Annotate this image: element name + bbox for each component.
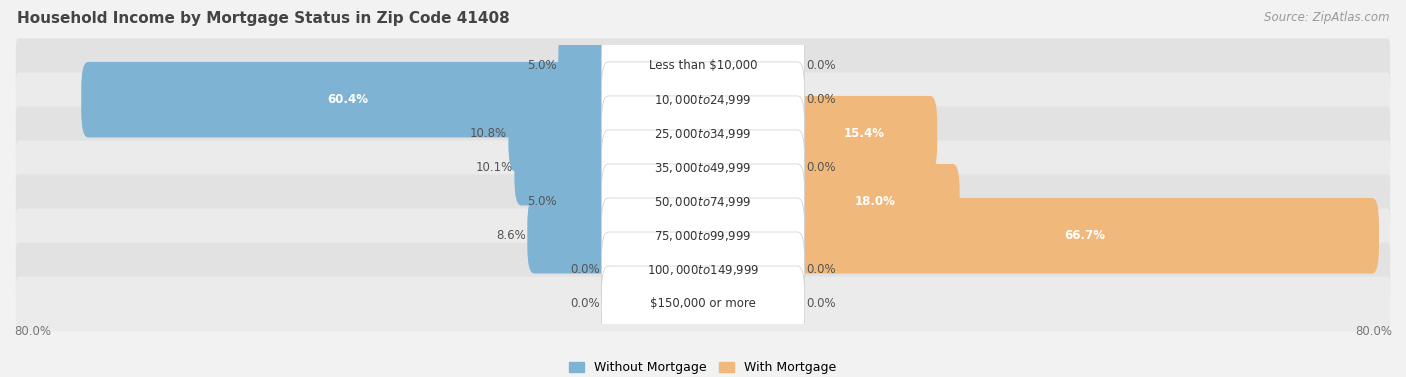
FancyBboxPatch shape xyxy=(602,232,804,308)
FancyBboxPatch shape xyxy=(82,62,616,138)
Legend: Without Mortgage, With Mortgage: Without Mortgage, With Mortgage xyxy=(564,356,842,377)
FancyBboxPatch shape xyxy=(602,130,804,205)
Text: $10,000 to $24,999: $10,000 to $24,999 xyxy=(654,93,752,107)
Text: 0.0%: 0.0% xyxy=(807,93,837,106)
Text: 10.1%: 10.1% xyxy=(475,161,513,174)
FancyBboxPatch shape xyxy=(15,175,1391,229)
FancyBboxPatch shape xyxy=(15,242,1391,297)
Text: 0.0%: 0.0% xyxy=(569,263,599,276)
Text: 15.4%: 15.4% xyxy=(844,127,884,140)
Text: 0.0%: 0.0% xyxy=(807,297,837,310)
Text: 5.0%: 5.0% xyxy=(527,59,557,72)
FancyBboxPatch shape xyxy=(15,38,1391,93)
Text: 0.0%: 0.0% xyxy=(807,59,837,72)
Text: 8.6%: 8.6% xyxy=(496,229,526,242)
FancyBboxPatch shape xyxy=(15,277,1391,331)
FancyBboxPatch shape xyxy=(15,208,1391,263)
Text: 10.8%: 10.8% xyxy=(470,127,506,140)
FancyBboxPatch shape xyxy=(602,266,804,342)
Text: 5.0%: 5.0% xyxy=(527,195,557,208)
Text: $25,000 to $34,999: $25,000 to $34,999 xyxy=(654,127,752,141)
Text: 66.7%: 66.7% xyxy=(1064,229,1105,242)
FancyBboxPatch shape xyxy=(558,28,616,103)
Text: 80.0%: 80.0% xyxy=(1355,325,1392,338)
Text: Source: ZipAtlas.com: Source: ZipAtlas.com xyxy=(1264,11,1389,24)
FancyBboxPatch shape xyxy=(790,164,960,239)
Text: 0.0%: 0.0% xyxy=(807,263,837,276)
Text: Less than $10,000: Less than $10,000 xyxy=(648,59,758,72)
FancyBboxPatch shape xyxy=(15,106,1391,161)
FancyBboxPatch shape xyxy=(509,96,616,172)
Text: 0.0%: 0.0% xyxy=(807,161,837,174)
FancyBboxPatch shape xyxy=(790,198,1379,274)
Text: 18.0%: 18.0% xyxy=(855,195,896,208)
FancyBboxPatch shape xyxy=(602,164,804,239)
FancyBboxPatch shape xyxy=(602,198,804,274)
FancyBboxPatch shape xyxy=(558,164,616,239)
Text: Household Income by Mortgage Status in Zip Code 41408: Household Income by Mortgage Status in Z… xyxy=(17,11,509,26)
FancyBboxPatch shape xyxy=(515,130,616,205)
Text: 0.0%: 0.0% xyxy=(569,297,599,310)
Text: $35,000 to $49,999: $35,000 to $49,999 xyxy=(654,161,752,175)
FancyBboxPatch shape xyxy=(15,141,1391,195)
Text: $50,000 to $74,999: $50,000 to $74,999 xyxy=(654,195,752,209)
Text: 60.4%: 60.4% xyxy=(328,93,368,106)
Text: $150,000 or more: $150,000 or more xyxy=(650,297,756,310)
FancyBboxPatch shape xyxy=(602,62,804,138)
FancyBboxPatch shape xyxy=(527,198,616,274)
FancyBboxPatch shape xyxy=(602,28,804,103)
Text: $100,000 to $149,999: $100,000 to $149,999 xyxy=(647,263,759,277)
Text: 80.0%: 80.0% xyxy=(14,325,51,338)
Text: $75,000 to $99,999: $75,000 to $99,999 xyxy=(654,229,752,243)
FancyBboxPatch shape xyxy=(602,96,804,172)
FancyBboxPatch shape xyxy=(790,96,938,172)
FancyBboxPatch shape xyxy=(15,72,1391,127)
